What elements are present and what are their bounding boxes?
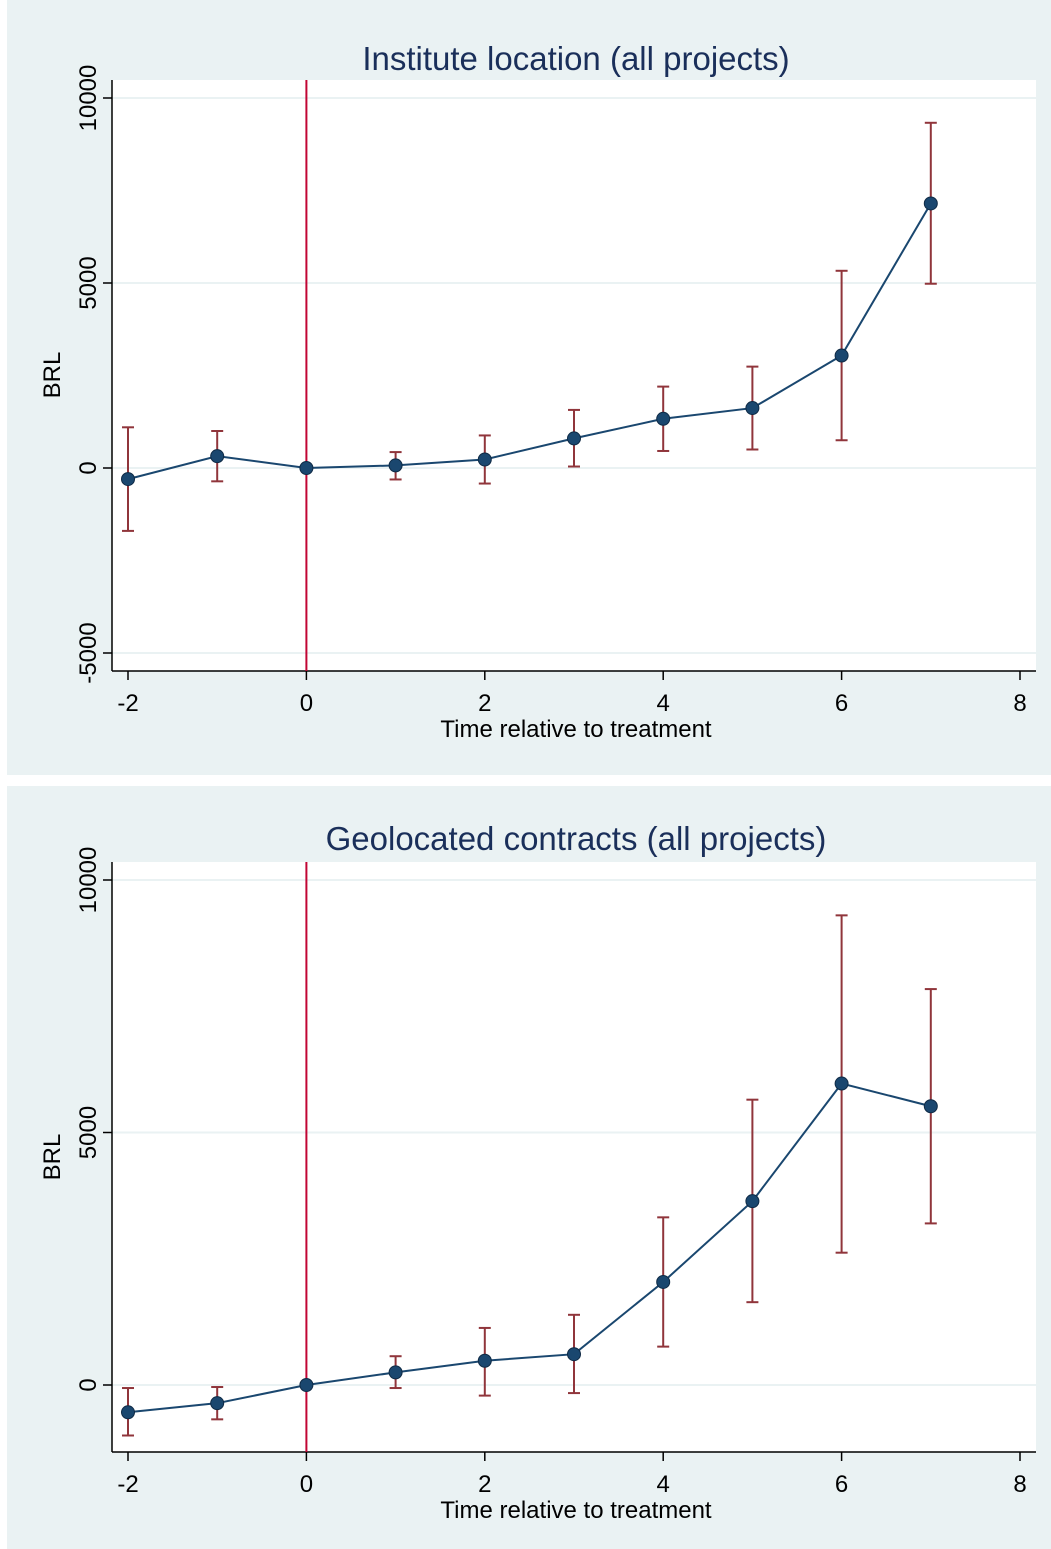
x-tick-label: 6 bbox=[835, 690, 848, 717]
data-point bbox=[477, 1353, 492, 1368]
x-tick-label: -2 bbox=[117, 690, 138, 717]
chart-institute-location: -5000 0 5000 10000 -2 0 2 4 6 8 Institute location… bbox=[39, 40, 1036, 743]
data-point bbox=[745, 1194, 760, 1209]
data-point bbox=[121, 472, 135, 487]
data-point bbox=[656, 1274, 671, 1289]
data-point bbox=[299, 461, 314, 475]
data-point bbox=[745, 401, 760, 416]
y-tick-label: -5000 bbox=[75, 622, 102, 683]
data-point bbox=[656, 411, 671, 426]
series-line bbox=[127, 202, 932, 481]
data-point bbox=[210, 449, 225, 464]
x-axis-label: Time relative to treatment bbox=[440, 1497, 712, 1524]
y-tick-label: 10000 bbox=[75, 65, 102, 132]
y-tick-label: 0 bbox=[75, 1378, 102, 1391]
x-tick-label: 0 bbox=[300, 1471, 313, 1498]
x-tick-label: 4 bbox=[657, 1471, 670, 1498]
y-tick-label: 0 bbox=[75, 461, 102, 474]
data-point bbox=[834, 348, 849, 363]
x-axis-label: Time relative to treatment bbox=[440, 716, 712, 743]
y-tick-label: 10000 bbox=[75, 847, 102, 914]
y-tick-label: 5000 bbox=[75, 1106, 102, 1159]
chart-geolocated-contracts: 0 5000 10000 -2 0 2 4 6 8 Geolocated contracts (a… bbox=[39, 820, 1036, 1524]
data-point bbox=[121, 1405, 135, 1420]
data-point bbox=[388, 1365, 403, 1380]
data-point bbox=[834, 1076, 849, 1091]
y-tick-label: 5000 bbox=[75, 256, 102, 309]
data-point bbox=[477, 452, 492, 467]
series-line bbox=[127, 1082, 932, 1414]
data-point bbox=[388, 458, 403, 473]
data-point bbox=[567, 431, 581, 446]
data-point bbox=[567, 1347, 581, 1362]
data-point bbox=[299, 1378, 314, 1392]
y-axis-label: BRL bbox=[39, 352, 66, 399]
plot-area bbox=[112, 80, 1036, 671]
chart-title: Geolocated contracts (all projects) bbox=[326, 820, 827, 857]
y-axis-label: BRL bbox=[39, 1134, 66, 1181]
data-point bbox=[923, 1099, 938, 1114]
x-tick-label: 8 bbox=[1013, 690, 1026, 717]
data-point bbox=[210, 1396, 225, 1411]
x-tick-label: -2 bbox=[117, 1471, 138, 1498]
x-tick-label: 2 bbox=[478, 1471, 491, 1498]
data-point bbox=[923, 196, 938, 211]
chart-title: Institute location (all projects) bbox=[362, 40, 789, 77]
x-tick-label: 0 bbox=[300, 690, 313, 717]
x-tick-label: 4 bbox=[657, 690, 670, 717]
x-tick-label: 8 bbox=[1013, 1471, 1026, 1498]
x-tick-label: 6 bbox=[835, 1471, 848, 1498]
x-tick-label: 2 bbox=[478, 690, 491, 717]
